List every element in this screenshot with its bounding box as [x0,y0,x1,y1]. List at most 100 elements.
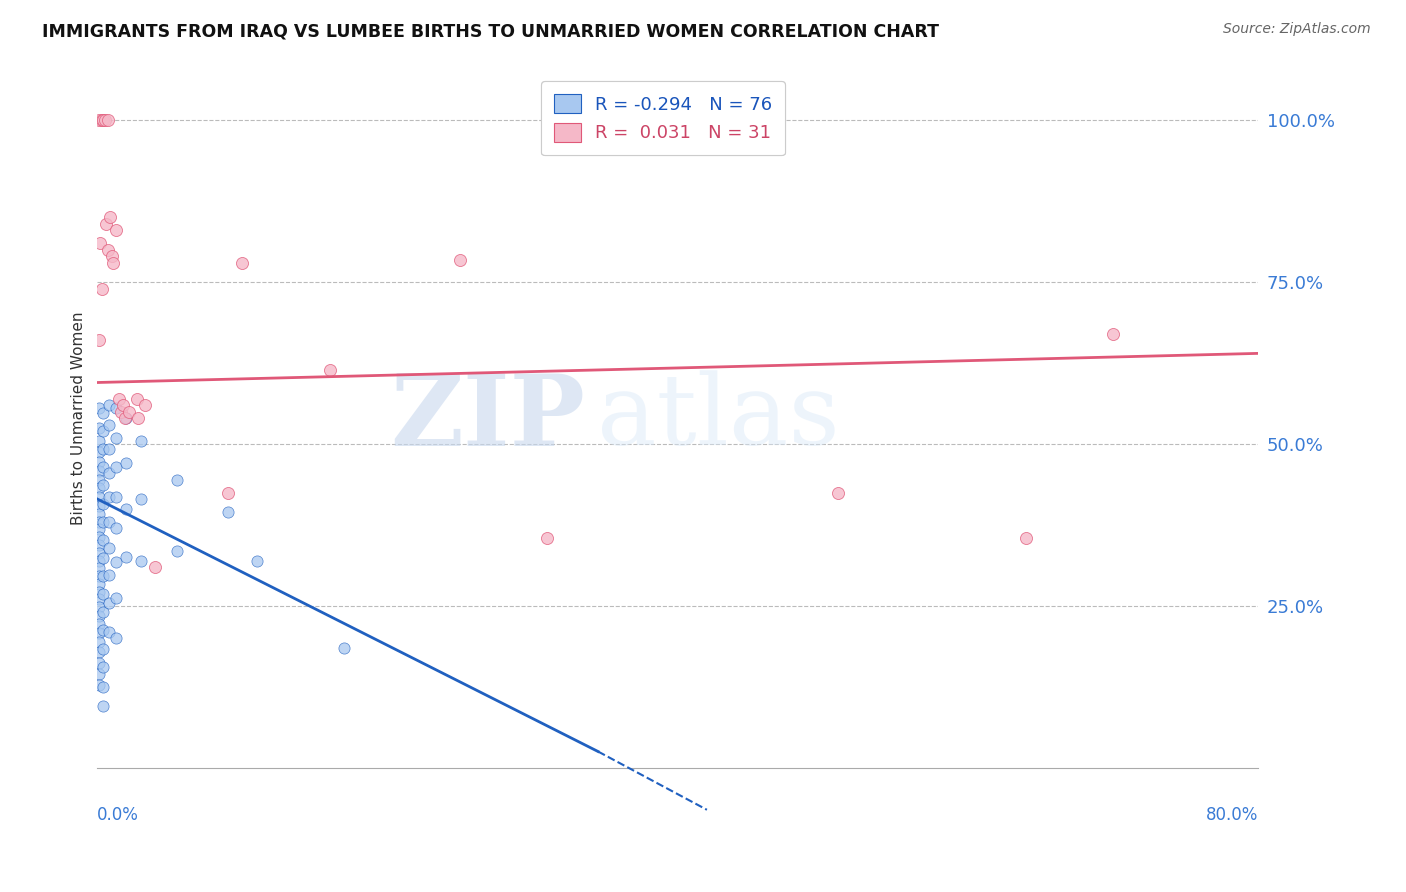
Text: 80.0%: 80.0% [1206,806,1258,824]
Point [90,282,112,296]
Point [105,591,128,606]
Text: Source: ZipAtlas.com: Source: ZipAtlas.com [1223,22,1371,37]
Point [87,584,110,599]
Point [87,645,110,659]
Text: IMMIGRANTS FROM IRAQ VS LUMBEE BIRTHS TO UNMARRIED WOMEN CORRELATION CHART: IMMIGRANTS FROM IRAQ VS LUMBEE BIRTHS TO… [42,22,939,40]
Point [91,478,114,492]
Point [87,499,110,513]
Point [87,401,110,416]
Point [217,505,239,519]
Point [87,561,110,575]
Point [87,553,110,567]
Point [87,538,110,552]
Point [97,398,120,412]
Point [97,490,120,504]
Point [108,392,131,406]
Point [231,256,253,270]
Point [87,666,110,681]
Point [97,596,120,610]
Point [166,544,188,558]
Point [91,680,114,694]
Point [103,256,125,270]
Point [87,608,110,623]
Point [94,217,117,231]
Point [134,398,156,412]
Point [87,334,110,348]
FancyBboxPatch shape [97,120,1406,768]
Point [91,699,114,714]
Point [87,473,110,487]
Point [827,485,849,500]
Point [100,211,122,225]
Point [105,223,128,237]
Point [91,406,114,420]
Point [127,411,149,425]
Point [91,533,114,547]
Y-axis label: Births to Unmarried Women: Births to Unmarried Women [72,311,86,524]
Point [101,249,124,263]
Point [105,490,128,504]
Point [87,507,110,521]
Point [91,624,114,638]
Point [246,553,269,567]
Point [89,236,111,251]
Point [87,113,110,128]
Point [87,530,110,544]
Point [1102,326,1125,341]
Point [97,442,120,457]
Text: 0.0%: 0.0% [97,806,139,824]
Point [449,252,471,267]
Point [118,404,141,418]
Point [87,481,110,495]
Point [91,442,114,457]
Point [114,411,136,425]
Point [115,501,138,516]
Point [129,491,152,506]
Point [87,444,110,458]
Point [91,641,114,656]
Point [96,113,118,128]
Point [105,631,128,645]
Point [129,434,152,448]
Point [91,587,114,601]
Point [112,398,135,412]
Point [91,569,114,583]
Point [96,243,118,257]
Point [91,113,114,128]
Point [105,431,128,445]
Point [110,404,132,418]
Point [87,421,110,435]
Point [87,490,110,504]
Point [1015,531,1038,545]
Point [105,401,128,416]
Point [87,515,110,529]
Point [115,550,138,565]
Point [97,515,120,529]
Point [97,541,120,555]
Point [91,424,114,438]
Point [166,473,188,487]
Point [129,553,152,567]
Point [93,113,115,128]
Point [217,485,239,500]
Point [87,678,110,692]
Point [91,515,114,529]
Point [87,464,110,478]
Point [87,600,110,615]
Point [87,635,110,649]
Point [97,466,120,480]
Point [90,113,112,128]
Point [318,362,340,376]
Point [87,577,110,591]
Point [87,617,110,632]
Text: atlas: atlas [596,370,839,466]
Point [87,656,110,670]
Point [115,457,138,471]
Text: ZIP: ZIP [389,369,585,467]
Point [91,551,114,566]
Point [105,459,128,474]
Legend: R = -0.294   N = 76, R =  0.031   N = 31: R = -0.294 N = 76, R = 0.031 N = 31 [541,81,785,155]
Point [97,417,120,432]
Point [87,546,110,560]
Point [91,605,114,619]
